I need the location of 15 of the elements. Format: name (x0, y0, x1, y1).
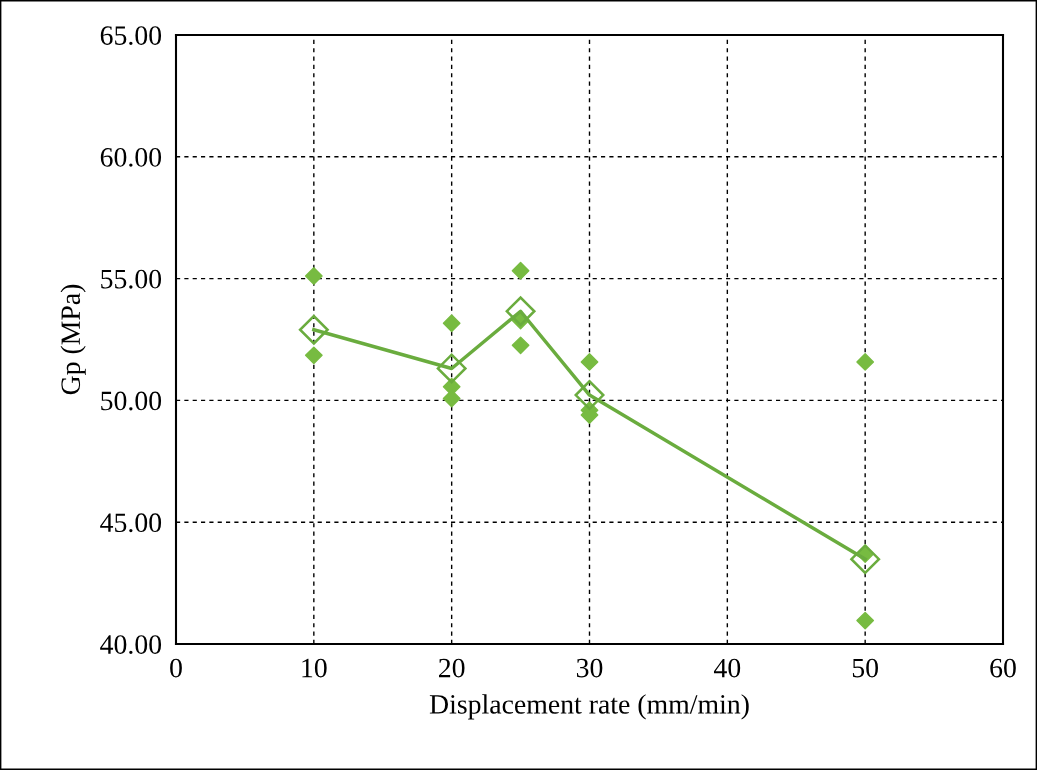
x-tick-label: 20 (439, 658, 465, 678)
y-tick-label: 45.00 (100, 513, 162, 533)
x-tick-label: 60 (990, 658, 1016, 678)
y-tick-label: 40.00 (100, 635, 162, 655)
y-axis-title: Gp (MPa) (60, 284, 86, 395)
y-tick-label: 55.00 (101, 269, 162, 289)
y-tick-label: 60.00 (100, 147, 162, 167)
y-tick-label: 50.00 (101, 391, 162, 411)
x-tick-label: 0 (170, 658, 182, 678)
x-tick-label: 10 (302, 658, 327, 678)
x-tick-label: 40 (713, 658, 741, 678)
x-tick-label: 30 (576, 658, 603, 678)
x-axis-title: Displacement rate (mm/min) (429, 694, 749, 720)
y-tick-label: 65.00 (100, 26, 162, 46)
x-tick-label: 50 (852, 658, 878, 678)
